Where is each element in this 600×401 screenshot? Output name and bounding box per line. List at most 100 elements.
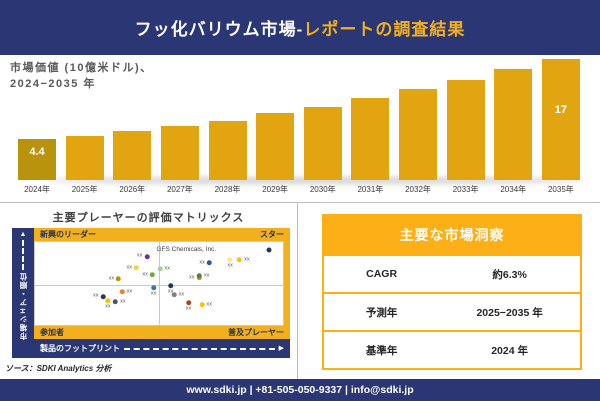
matrix-point: xx <box>93 293 106 300</box>
bar-column: 2034年 <box>494 69 533 195</box>
matrix-plot: GFS Chemicals, Inc. xx xx xx xx xx xx xx xx xx xx… <box>34 241 284 326</box>
bar-2030年 <box>303 107 342 180</box>
y-axis-label: 市場シェア・順位 <box>18 272 28 340</box>
quadrant-label-pervasive-players: 普及プレーヤー <box>228 328 284 337</box>
row-label-forecast-years: 予測年 <box>365 306 398 319</box>
x-tick-label: 2028年 <box>214 185 241 194</box>
bar-2035年: 17 <box>541 59 580 180</box>
bottom-panels: 主要プレーヤーの評価マトリックス ▲ 市場シェア・順位 新興のリーダー スター … <box>0 202 600 379</box>
bar-column: 2029年 <box>256 113 295 195</box>
company-dot <box>149 272 155 278</box>
company-dot <box>186 300 191 306</box>
bar-2025年 <box>65 136 104 180</box>
x-tick-label: 2033年 <box>452 185 479 194</box>
table-row-base-year: 基準年 2024 年 <box>324 330 580 368</box>
matrix-x-axis: 製品のフットプリント ▶ <box>34 339 290 358</box>
row-value-cagr: 約6.3% <box>492 268 527 281</box>
x-tick-label: 2026年 <box>119 185 146 194</box>
matrix-point: xx <box>227 257 233 269</box>
matrix-bottom-band: 参加者 普及プレーヤー <box>34 326 290 339</box>
company-dot <box>168 282 174 288</box>
bar-chart: 4.4 2024年 2025年 2026年 2027年 2028年 2029年 2030年 20… <box>18 59 580 195</box>
company-dot <box>113 299 119 305</box>
point-label: xx <box>108 275 115 282</box>
matrix-point: xx <box>113 298 126 305</box>
x-axis-label: 製品のフットプリント <box>40 344 120 353</box>
bar-column: 2032年 <box>399 89 437 195</box>
company-dot <box>133 265 139 271</box>
bar-2028年 <box>208 121 247 180</box>
x-tick-label: 2031年 <box>357 185 384 194</box>
company-annotation: GFS Chemicals, Inc. <box>156 246 217 254</box>
point-label: xx <box>136 252 143 259</box>
company-dot <box>157 266 163 272</box>
bar-2032年 <box>399 89 437 180</box>
x-tick-label: 2032年 <box>405 185 431 194</box>
chart-caption-line2: 2024−2035 年 <box>10 77 96 90</box>
matrix-point: xx <box>199 302 212 308</box>
point-label: xx <box>178 291 185 298</box>
point-label: xx <box>206 301 212 308</box>
insights-table-header: 主要な市場洞察 <box>324 216 580 254</box>
matrix-point <box>266 247 272 253</box>
bar-2033年 <box>446 80 485 180</box>
table-row-cagr: CAGR 約6.3% <box>324 254 580 292</box>
matrix-point: xx <box>171 291 185 298</box>
matrix-title: 主要プレーヤーの評価マトリックス <box>52 212 245 224</box>
matrix-point: xx <box>186 300 191 313</box>
bar-2027年 <box>160 126 199 180</box>
matrix-point: xx <box>126 265 139 271</box>
point-label: xx <box>150 290 157 297</box>
y-axis-dashed-line <box>22 240 24 270</box>
company-dot <box>237 257 243 263</box>
company-dot <box>144 253 150 259</box>
matrix-plot-frame: GFS Chemicals, Inc. xx xx xx xx xx xx xx xx xx xx… <box>34 241 290 326</box>
x-tick-label: 2025年 <box>71 185 98 194</box>
matrix-point: xx <box>237 256 250 263</box>
x-tick-label: 2030年 <box>309 185 336 194</box>
source-note: ソース：SDKI Analytics 分析 <box>5 364 112 373</box>
footer-contact: www.sdki.jp | +81-505-050-9337 | info@sd… <box>186 384 414 396</box>
matrix-point: xx <box>105 298 111 311</box>
point-label: xx <box>203 272 210 279</box>
company-dot <box>266 247 272 253</box>
company-dot <box>105 298 111 304</box>
quadrant-label-participants: 参加者 <box>40 328 64 337</box>
quadrant-label-stars: スター <box>260 230 284 239</box>
matrix-point: xx <box>196 272 210 279</box>
row-label-cagr: CAGR <box>366 268 398 280</box>
point-label: xx <box>199 259 205 266</box>
report-header: フッ化バリウム市場-レポートの調査結果 <box>0 0 600 55</box>
x-tick-label: 2027年 <box>166 185 193 194</box>
bar-value-label: 17 <box>554 104 567 116</box>
point-label: xx <box>227 262 233 269</box>
chart-caption: 市場価値 (10億米ドル)、 2024−2035 年 <box>10 61 153 93</box>
arrow-up-icon: ▲ <box>19 231 27 238</box>
quadrant-divider-horizontal <box>35 285 283 287</box>
bar-column: 2030年 <box>303 107 342 195</box>
insights-table: 主要な市場洞察 CAGR 約6.3% 予測年 2025−2035 年 基準年 2… <box>322 214 582 370</box>
bar-2024年: 4.4 <box>18 139 56 180</box>
matrix-point: xx <box>119 289 132 295</box>
matrix-point: xx <box>109 276 122 282</box>
market-insights-section: 主要な市場洞察 CAGR 約6.3% 予測年 2025−2035 年 基準年 2… <box>297 203 600 379</box>
company-dot <box>171 292 177 298</box>
company-dot <box>100 293 106 299</box>
bar-2034年 <box>494 69 533 180</box>
x-axis-dashed-line <box>124 347 275 350</box>
company-dot <box>196 273 202 279</box>
matrix-top-band: 新興のリーダー スター <box>34 228 290 241</box>
x-tick-label: 2024年 <box>24 185 50 194</box>
footer-bar: www.sdki.jp | +81-505-050-9337 | info@sd… <box>0 379 600 401</box>
x-tick-label: 2034年 <box>500 185 527 194</box>
row-label-base-year: 基準年 <box>365 344 398 357</box>
bar-column: 2026年 <box>113 131 152 195</box>
bar-shadow <box>45 177 586 184</box>
point-label: xx <box>142 270 148 277</box>
company-dot <box>151 285 157 291</box>
matrix-point: xx <box>168 282 174 295</box>
bar-2029年 <box>256 113 295 180</box>
evaluation-matrix: ▲ 市場シェア・順位 新興のリーダー スター GFS Chemicals, In… <box>12 228 290 358</box>
company-dot <box>227 257 233 263</box>
quadrant-label-emerging-leaders: 新興のリーダー <box>40 230 96 239</box>
